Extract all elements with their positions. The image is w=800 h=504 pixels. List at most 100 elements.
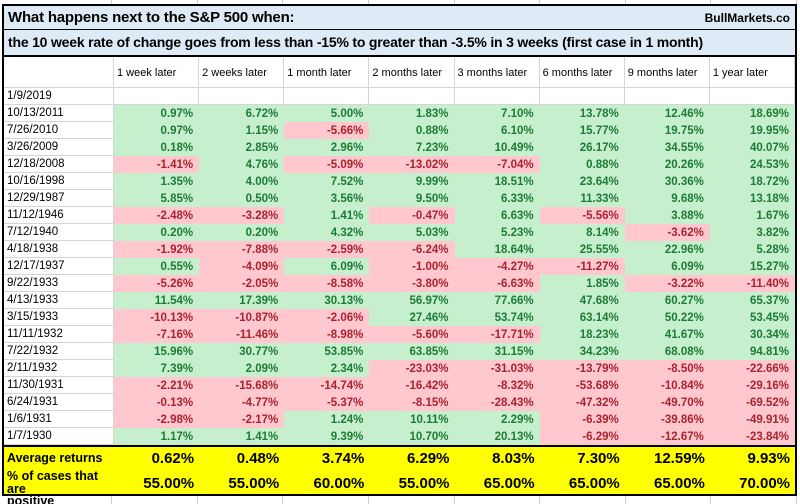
return-cell[interactable]: 7.52% bbox=[284, 173, 370, 190]
return-cell[interactable]: 1.41% bbox=[284, 207, 370, 224]
return-cell[interactable]: -1.92% bbox=[114, 241, 200, 258]
empty-cell[interactable] bbox=[454, 88, 540, 105]
return-cell[interactable]: -5.09% bbox=[284, 156, 370, 173]
percent-value-cell[interactable]: 65.00% bbox=[654, 475, 705, 492]
column-header[interactable]: 2 months later bbox=[369, 57, 455, 88]
return-cell[interactable]: 34.55% bbox=[624, 139, 710, 156]
return-cell[interactable]: 0.55% bbox=[114, 258, 200, 275]
return-cell[interactable]: 7.39% bbox=[114, 360, 200, 377]
return-cell[interactable]: -47.32% bbox=[539, 394, 625, 411]
return-cell[interactable]: 5.03% bbox=[369, 224, 455, 241]
return-cell[interactable]: 68.08% bbox=[624, 343, 710, 360]
return-cell[interactable]: 7.23% bbox=[369, 139, 455, 156]
return-cell[interactable]: -7.04% bbox=[454, 156, 540, 173]
return-cell[interactable]: 2.34% bbox=[284, 360, 370, 377]
return-cell[interactable]: -4.77% bbox=[199, 394, 285, 411]
return-cell[interactable]: 30.13% bbox=[284, 292, 370, 309]
return-cell[interactable]: -13.79% bbox=[539, 360, 625, 377]
return-cell[interactable]: 17.39% bbox=[199, 292, 285, 309]
return-cell[interactable]: 8.14% bbox=[539, 224, 625, 241]
return-cell[interactable]: 23.64% bbox=[539, 173, 625, 190]
return-cell[interactable]: -23.84% bbox=[709, 428, 795, 445]
return-cell[interactable]: 30.77% bbox=[199, 343, 285, 360]
empty-cell[interactable] bbox=[709, 88, 795, 105]
return-cell[interactable]: 1.35% bbox=[114, 173, 200, 190]
return-cell[interactable]: -3.80% bbox=[369, 275, 455, 292]
date-cell[interactable]: 3/15/1933 bbox=[4, 309, 114, 326]
return-cell[interactable]: 34.23% bbox=[539, 343, 625, 360]
return-cell[interactable]: 60.27% bbox=[624, 292, 710, 309]
return-cell[interactable]: -0.13% bbox=[114, 394, 200, 411]
return-cell[interactable]: -6.24% bbox=[369, 241, 455, 258]
return-cell[interactable]: -69.52% bbox=[709, 394, 795, 411]
return-cell[interactable]: 41.67% bbox=[624, 326, 710, 343]
return-cell[interactable]: -49.70% bbox=[624, 394, 710, 411]
average-value-cell[interactable]: 3.74% bbox=[321, 449, 365, 467]
empty-cell[interactable] bbox=[199, 88, 285, 105]
return-cell[interactable]: -49.91% bbox=[709, 411, 795, 428]
return-cell[interactable]: -6.29% bbox=[539, 428, 625, 445]
date-cell[interactable]: 10/16/1998 bbox=[4, 173, 114, 190]
percent-value-cell[interactable]: 65.00% bbox=[483, 475, 535, 492]
return-cell[interactable]: 10.11% bbox=[369, 411, 455, 428]
return-cell[interactable]: -29.16% bbox=[709, 377, 795, 394]
return-cell[interactable]: -1.00% bbox=[369, 258, 455, 275]
return-cell[interactable]: 5.28% bbox=[709, 241, 795, 258]
return-cell[interactable]: 26.17% bbox=[539, 139, 625, 156]
return-cell[interactable]: -2.17% bbox=[199, 411, 285, 428]
percent-value-cell[interactable]: 55.00% bbox=[398, 475, 450, 492]
return-cell[interactable]: 19.95% bbox=[709, 122, 795, 139]
return-cell[interactable]: 65.37% bbox=[709, 292, 795, 309]
average-value-cell[interactable]: 8.03% bbox=[492, 449, 535, 467]
return-cell[interactable]: 53.74% bbox=[454, 309, 540, 326]
return-cell[interactable]: 4.76% bbox=[199, 156, 285, 173]
return-cell[interactable]: 6.33% bbox=[454, 190, 540, 207]
return-cell[interactable]: -5.66% bbox=[284, 122, 370, 139]
return-cell[interactable]: -28.43% bbox=[454, 394, 540, 411]
return-cell[interactable]: 15.77% bbox=[539, 122, 625, 139]
return-cell[interactable]: 20.26% bbox=[624, 156, 710, 173]
return-cell[interactable]: 22.96% bbox=[624, 241, 710, 258]
return-cell[interactable]: 30.36% bbox=[624, 173, 710, 190]
empty-cell[interactable] bbox=[114, 88, 200, 105]
date-cell[interactable]: 12/29/1987 bbox=[4, 190, 114, 207]
date-cell[interactable]: 12/17/1937 bbox=[4, 258, 114, 275]
column-header[interactable]: 1 week later bbox=[114, 57, 200, 88]
return-cell[interactable]: 18.69% bbox=[709, 105, 795, 122]
date-cell[interactable]: 11/30/1931 bbox=[4, 377, 114, 394]
return-cell[interactable]: -2.59% bbox=[284, 241, 370, 258]
return-cell[interactable]: 12.46% bbox=[624, 105, 710, 122]
return-cell[interactable]: 11.33% bbox=[539, 190, 625, 207]
return-cell[interactable]: 1.67% bbox=[709, 207, 795, 224]
return-cell[interactable]: -5.26% bbox=[114, 275, 200, 292]
empty-cell[interactable] bbox=[624, 88, 710, 105]
return-cell[interactable]: 0.18% bbox=[114, 139, 200, 156]
return-cell[interactable]: -8.15% bbox=[369, 394, 455, 411]
return-cell[interactable]: -16.42% bbox=[369, 377, 455, 394]
return-cell[interactable]: 2.96% bbox=[284, 139, 370, 156]
return-cell[interactable]: 2.09% bbox=[199, 360, 285, 377]
return-cell[interactable]: 6.72% bbox=[199, 105, 285, 122]
return-cell[interactable]: 13.78% bbox=[539, 105, 625, 122]
return-cell[interactable]: 1.85% bbox=[539, 275, 625, 292]
date-cell[interactable]: 6/24/1931 bbox=[4, 394, 114, 411]
return-cell[interactable]: -4.27% bbox=[454, 258, 540, 275]
column-header[interactable]: 3 months later bbox=[454, 57, 540, 88]
return-cell[interactable]: -2.48% bbox=[114, 207, 200, 224]
return-cell[interactable]: 6.09% bbox=[624, 258, 710, 275]
return-cell[interactable]: 18.72% bbox=[709, 173, 795, 190]
return-cell[interactable]: 15.96% bbox=[114, 343, 200, 360]
return-cell[interactable]: 3.56% bbox=[284, 190, 370, 207]
return-cell[interactable]: -3.62% bbox=[624, 224, 710, 241]
return-cell[interactable]: 0.88% bbox=[369, 122, 455, 139]
return-cell[interactable]: 0.20% bbox=[199, 224, 285, 241]
return-cell[interactable]: -13.02% bbox=[369, 156, 455, 173]
return-cell[interactable]: 3.88% bbox=[624, 207, 710, 224]
return-cell[interactable]: 1.24% bbox=[284, 411, 370, 428]
return-cell[interactable]: -39.86% bbox=[624, 411, 710, 428]
return-cell[interactable]: -4.09% bbox=[199, 258, 285, 275]
return-cell[interactable]: -0.47% bbox=[369, 207, 455, 224]
date-cell[interactable]: 4/18/1938 bbox=[4, 241, 114, 258]
empty-cell[interactable] bbox=[539, 88, 625, 105]
return-cell[interactable]: -2.05% bbox=[199, 275, 285, 292]
